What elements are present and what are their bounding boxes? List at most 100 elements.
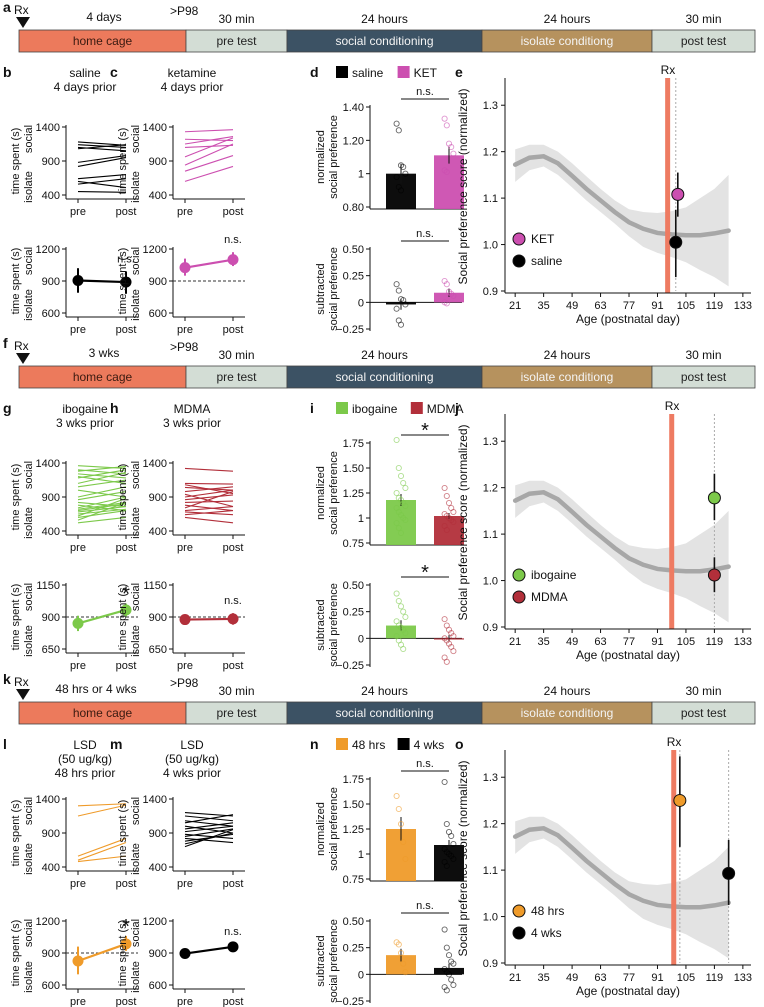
mean-point <box>72 955 84 967</box>
x-tick-label: 77 <box>623 972 635 984</box>
y-tick-label: 0.50 <box>343 916 364 928</box>
data-point <box>445 499 453 507</box>
legend-label: ibogaine <box>531 568 577 582</box>
subject-line <box>184 814 234 824</box>
y-tick-label: 1200 <box>143 916 167 928</box>
panel-title: 3 wks prior <box>163 416 221 430</box>
data-point <box>450 150 457 157</box>
rx-label: Rx <box>665 399 680 413</box>
data-point <box>441 616 448 623</box>
data-point <box>397 321 405 328</box>
subject-line <box>184 489 234 498</box>
panel-label-a: a <box>3 0 11 15</box>
mean-line <box>184 617 234 621</box>
y-tick-label: 1.40 <box>343 102 364 114</box>
subject-line <box>77 191 127 193</box>
rx-label: Rx <box>14 3 29 17</box>
data-point <box>441 778 448 786</box>
panel-title: 4 days prior <box>161 80 224 94</box>
phase-duration-label: 30 min <box>218 684 254 698</box>
y-tick-label: 1 <box>358 849 364 861</box>
subject-line <box>184 516 234 524</box>
y-tick-label: 0.25 <box>343 943 364 955</box>
subject-line <box>77 842 127 861</box>
significance-label: n.s. <box>224 234 242 246</box>
mean-point <box>72 617 84 629</box>
significance-label: n.s. <box>224 595 242 607</box>
subject-line <box>184 500 234 503</box>
panel-title: saline <box>69 66 101 80</box>
x-tick-label: 49 <box>566 300 578 312</box>
fit-curve <box>512 490 731 574</box>
data-point <box>395 464 402 472</box>
data-point <box>448 143 455 151</box>
y-tick-label: 900 <box>42 492 60 504</box>
data-point <box>443 168 450 176</box>
panel-title: 3 wks prior <box>56 416 114 430</box>
y-tick-label: 0.25 <box>343 607 364 619</box>
y-tick-label: 900 <box>149 156 167 168</box>
subject-line <box>184 143 234 166</box>
panel-label-d: d <box>310 64 319 80</box>
subject-line <box>184 137 234 158</box>
data-point <box>445 952 453 959</box>
phase-label: isolate conditiong <box>521 34 614 48</box>
phase-duration-label: 24 hours <box>544 12 591 26</box>
x-tick-label: post <box>116 206 137 218</box>
y-axis-label: time spent (s) <box>10 800 22 867</box>
data-point <box>402 502 409 510</box>
legend-label: ibogaine <box>352 402 398 416</box>
panel-label-j: j <box>454 400 459 416</box>
y-axis-label: social preference <box>328 451 340 535</box>
legend-swatch <box>336 402 348 414</box>
data-point <box>402 855 409 863</box>
subject-line <box>184 138 234 142</box>
x-tick-label: 35 <box>538 636 550 648</box>
data-point <box>400 608 407 615</box>
panel-label-g: g <box>3 400 12 416</box>
data-point <box>397 472 405 480</box>
rx-label: Rx <box>667 735 682 749</box>
mean-line <box>77 279 127 284</box>
y-axis-label: time spent (s) <box>10 464 22 531</box>
x-tick-label: pre <box>70 878 86 890</box>
data-point <box>393 519 400 527</box>
data-point <box>443 862 450 870</box>
data-point <box>400 645 407 653</box>
legend-marker <box>512 254 526 268</box>
subject-line <box>77 837 127 857</box>
rx-arrow-icon <box>16 17 30 28</box>
subject-line <box>77 516 127 524</box>
y-tick-label: 0.50 <box>343 580 364 592</box>
y-tick-label: 1.2 <box>483 819 498 831</box>
x-tick-label: 105 <box>677 972 695 984</box>
y-side-label-social: social <box>130 797 142 825</box>
rx-arrow-icon <box>16 353 30 364</box>
y-tick-label: 1 <box>358 169 364 181</box>
y-side-label-isolate: isolate <box>23 625 35 657</box>
y-tick-label: 1400 <box>36 122 60 134</box>
subject-line <box>184 511 234 516</box>
y-side-label-isolate: isolate <box>130 961 142 993</box>
y-tick-label: 1.20 <box>343 135 364 147</box>
y-tick-label: 1.50 <box>343 463 364 475</box>
data-point <box>402 516 409 524</box>
data-point <box>448 976 455 983</box>
y-tick-label: 1200 <box>36 916 60 928</box>
x-tick-label: 119 <box>706 972 724 984</box>
x-tick-label: 35 <box>538 972 550 984</box>
subject-line <box>77 803 127 807</box>
panel-label-c: c <box>110 64 118 80</box>
y-tick-label: 400 <box>149 526 167 538</box>
interval-label: 48 hrs or 4 wks <box>55 682 136 696</box>
x-tick-label: pre <box>70 996 86 1007</box>
y-axis-label: time spent (s) <box>117 464 129 531</box>
x-tick-label: 49 <box>566 636 578 648</box>
subject-line <box>77 469 127 479</box>
subject-line <box>184 828 234 837</box>
legend-label: saline <box>531 254 563 268</box>
x-tick-label: 133 <box>734 300 752 312</box>
bar <box>434 292 464 303</box>
legend-label: 48 hrs <box>531 904 564 918</box>
data-point <box>402 969 409 976</box>
